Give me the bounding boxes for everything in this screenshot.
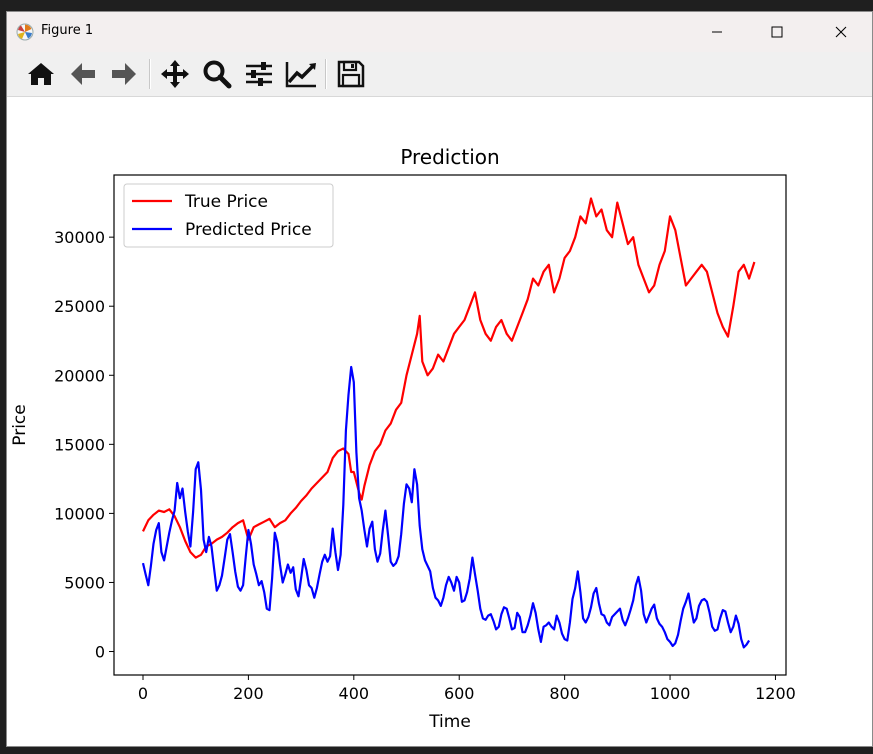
legend-label: True Price	[184, 192, 268, 212]
x-axis-label: Time	[428, 712, 471, 732]
series-line-predicted-price	[141, 365, 751, 649]
home-icon	[28, 63, 54, 85]
minimize-button[interactable]	[687, 12, 747, 52]
y-tick-label: 25000	[54, 297, 105, 316]
zoom-button[interactable]	[200, 58, 234, 90]
legend-box	[123, 183, 334, 248]
close-icon	[835, 26, 847, 38]
y-tick-label: 5000	[64, 573, 105, 592]
figure-window: Figure 1	[6, 11, 873, 747]
y-tick-label: 30000	[54, 228, 105, 247]
y-tick-label: 10000	[54, 504, 105, 523]
figure-canvas[interactable]: 0 200 400 600 800 1000 1200 0 5000 10000 15000 200…	[7, 97, 872, 746]
configure-subplots-icon	[246, 62, 272, 86]
pan-icon	[161, 60, 189, 88]
toolbar-separator	[325, 59, 327, 89]
edit-axis-button[interactable]	[284, 58, 318, 90]
edit-axis-icon	[285, 62, 316, 88]
series-line-true-price	[142, 197, 756, 559]
toolbar-separator	[149, 59, 151, 89]
maximize-button[interactable]	[747, 12, 807, 52]
minimize-icon	[712, 31, 722, 33]
pan-button[interactable]	[158, 58, 192, 90]
x-tick-label: 0	[138, 684, 148, 703]
x-tick-label: 800	[549, 684, 580, 703]
title-bar: Figure 1	[7, 12, 872, 52]
y-tick-label: 0	[95, 643, 105, 662]
navigation-toolbar	[7, 52, 872, 97]
axes-frame	[113, 174, 787, 676]
window-title: Figure 1	[41, 23, 94, 38]
matplotlib-logo-icon	[16, 23, 34, 41]
save-icon	[337, 60, 365, 88]
forward-button[interactable]	[107, 58, 141, 90]
y-tick-label: 20000	[54, 366, 105, 385]
back-arrow-icon	[71, 63, 95, 85]
close-button[interactable]	[811, 12, 871, 52]
y-tick-label: 15000	[54, 435, 105, 454]
x-tick-label: 400	[339, 684, 370, 703]
x-tick-label: 600	[444, 684, 475, 703]
x-tick-label: 1200	[755, 684, 796, 703]
home-button[interactable]	[24, 58, 58, 90]
save-button[interactable]	[334, 58, 368, 90]
x-tick-label: 200	[233, 684, 264, 703]
back-button[interactable]	[66, 58, 100, 90]
configure-subplots-button[interactable]	[242, 58, 276, 90]
chart-title: Prediction	[400, 145, 499, 169]
y-axis-label: Price	[10, 404, 30, 445]
maximize-icon	[771, 26, 783, 38]
prediction-chart: 0 200 400 600 800 1000 1200 0 5000 10000 15000 200…	[10, 145, 796, 732]
legend: True Price Predicted Price	[123, 183, 334, 248]
zoom-icon	[203, 60, 232, 89]
forward-arrow-icon	[112, 63, 136, 85]
x-tick-label: 1000	[650, 684, 691, 703]
legend-label: Predicted Price	[185, 220, 312, 240]
